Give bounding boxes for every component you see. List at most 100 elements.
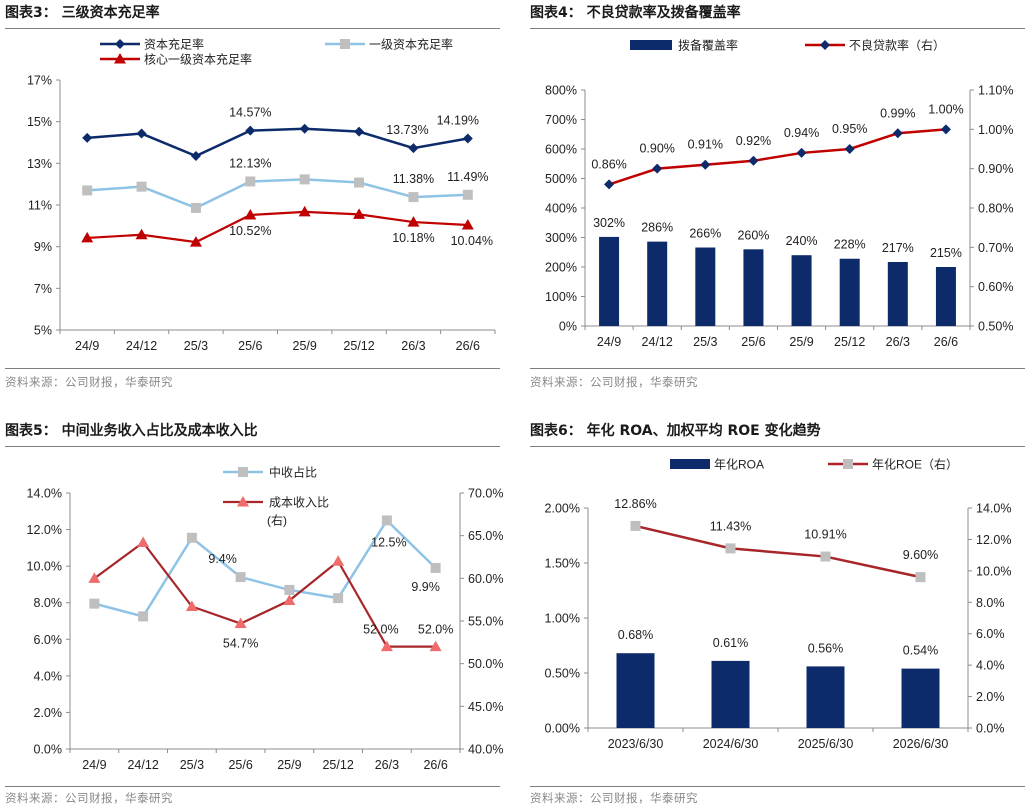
y-tick-label-left: 100% bbox=[545, 290, 577, 304]
y-tick-label: 17% bbox=[27, 74, 52, 88]
source-rule bbox=[5, 368, 500, 369]
data-point bbox=[189, 236, 202, 247]
bar-label: 217% bbox=[882, 241, 914, 255]
x-tick-label: 25/12 bbox=[343, 339, 374, 353]
x-tick-label: 26/6 bbox=[423, 758, 447, 772]
legend-marker bbox=[237, 496, 249, 507]
data-point bbox=[700, 159, 711, 170]
y-tick-label-right: 0.70% bbox=[978, 241, 1013, 255]
y-tick-label-right: 10.0% bbox=[976, 564, 1011, 578]
y-tick-label-left: 12.0% bbox=[27, 523, 62, 537]
data-point bbox=[354, 177, 365, 188]
data-point bbox=[299, 174, 310, 185]
x-tick-label: 26/3 bbox=[886, 335, 910, 349]
x-tick-label: 24/9 bbox=[82, 758, 106, 772]
data-label: 12.13% bbox=[229, 156, 271, 170]
data-point bbox=[136, 181, 147, 192]
data-point bbox=[408, 192, 419, 203]
data-point bbox=[725, 543, 736, 554]
data-point bbox=[407, 216, 420, 227]
data-point bbox=[82, 132, 93, 143]
chart-panel-roa-roe: 图表6： 年化 ROA、加权平均 ROE 变化趋势 2.00% 1.50% 1.00… bbox=[530, 420, 1025, 810]
y-tick-label-right: 1.00% bbox=[978, 123, 1013, 137]
data-point bbox=[630, 520, 641, 531]
y-tick-label-right: 1.10% bbox=[978, 84, 1013, 98]
income-chart: 14.0% 12.0% 10.0% 8.0% 6.0% 4.0% 2.0% 0.0% 70.0%… bbox=[27, 465, 504, 773]
data-point bbox=[138, 611, 149, 622]
data-point bbox=[461, 219, 474, 230]
y-tick-label-left: 0.00% bbox=[545, 722, 580, 736]
y-tick-label-right: 60.0% bbox=[468, 572, 503, 586]
y-tick-label-right: 40.0% bbox=[468, 743, 503, 757]
legend-label: 核心一级资本充足率 bbox=[144, 52, 252, 67]
data-point bbox=[748, 155, 759, 166]
bar bbox=[935, 267, 956, 326]
x-tick-label: 26/3 bbox=[375, 758, 399, 772]
data-point bbox=[844, 144, 855, 154]
bar bbox=[711, 660, 750, 728]
series-line bbox=[93, 540, 436, 648]
y-tick-label-left: 1.00% bbox=[545, 612, 580, 626]
line-label: 12.86% bbox=[614, 497, 656, 511]
data-point bbox=[604, 179, 615, 190]
legend-swatch bbox=[630, 40, 672, 50]
series-line bbox=[608, 128, 947, 186]
x-tick-label: 24/12 bbox=[642, 335, 673, 349]
data-point bbox=[940, 124, 951, 135]
data-point bbox=[234, 617, 247, 629]
data-label: 10.18% bbox=[392, 231, 434, 245]
data-label: 52.0% bbox=[363, 623, 398, 637]
data-point bbox=[135, 228, 148, 240]
legend-label: 成本收入比 bbox=[269, 496, 329, 510]
y-tick-label-right: 8.0% bbox=[976, 596, 1005, 610]
y-tick-label-left: 6.0% bbox=[34, 633, 63, 647]
line-label: 9.60% bbox=[903, 548, 938, 562]
y-tick-label-left: 800% bbox=[545, 84, 577, 98]
legend-marker bbox=[114, 53, 126, 64]
data-point bbox=[381, 515, 392, 526]
y-tick-label-left: 0.0% bbox=[34, 743, 63, 757]
y-tick-label-left: 2.0% bbox=[34, 706, 63, 720]
data-point bbox=[429, 640, 442, 652]
legend-marker bbox=[820, 40, 830, 50]
roa-roe-chart: 2.00% 1.50% 1.00% 0.50% 0.00% 14.0% 12.0% 10.0%… bbox=[545, 457, 1012, 752]
data-point bbox=[283, 594, 296, 606]
line-label: 0.92% bbox=[736, 134, 771, 148]
data-label: 11.38% bbox=[393, 172, 434, 186]
y-tick-label-left: 0% bbox=[559, 320, 577, 334]
title-rule bbox=[530, 446, 1025, 447]
series-line bbox=[635, 524, 921, 579]
y-tick-label-right: 4.0% bbox=[976, 659, 1005, 673]
x-tick-label: 26/3 bbox=[401, 339, 425, 353]
bar-label: 260% bbox=[737, 228, 769, 242]
legend-label: 年化ROA bbox=[714, 458, 764, 472]
data-point bbox=[332, 555, 345, 566]
y-tick-label: 5% bbox=[34, 324, 52, 338]
legend-label: 资本充足率 bbox=[144, 37, 204, 52]
data-point bbox=[652, 163, 663, 174]
bar-label: 302% bbox=[593, 216, 625, 230]
x-tick-label: 25/3 bbox=[693, 335, 717, 349]
series-line bbox=[87, 210, 468, 244]
y-tick-label-right: 12.0% bbox=[976, 533, 1011, 547]
y-tick-label-left: 300% bbox=[545, 231, 577, 245]
title-rule bbox=[530, 28, 1025, 29]
data-point bbox=[186, 532, 197, 543]
data-point bbox=[190, 202, 201, 213]
bar-label: 286% bbox=[641, 221, 673, 235]
y-tick-label-left: 1.50% bbox=[545, 557, 580, 571]
data-point bbox=[136, 128, 147, 139]
data-point bbox=[244, 209, 257, 220]
x-tick-label: 25/12 bbox=[322, 758, 353, 772]
data-point bbox=[137, 536, 150, 547]
data-point bbox=[353, 208, 366, 219]
legend-label: 一级资本充足率 bbox=[369, 37, 453, 52]
chart-title: 图表3： 三级资本充足率 bbox=[5, 5, 160, 21]
y-tick-label-right: 2.0% bbox=[976, 690, 1005, 704]
bar bbox=[887, 261, 908, 326]
source-note: 资料来源：公司财报，华泰研究 bbox=[530, 375, 698, 389]
data-label: 52.0% bbox=[418, 623, 453, 637]
bar-label: 266% bbox=[689, 227, 721, 241]
y-tick-label-right: 0.50% bbox=[978, 320, 1013, 334]
bar bbox=[743, 249, 764, 326]
